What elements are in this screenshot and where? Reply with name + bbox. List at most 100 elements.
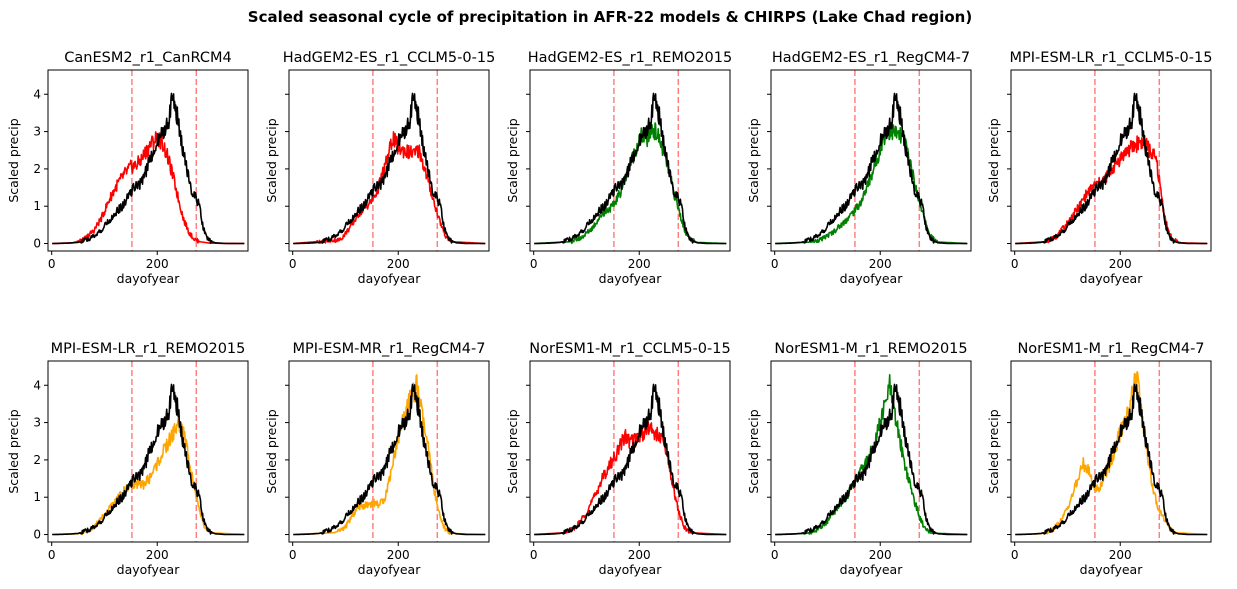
observed-series-line <box>533 92 727 245</box>
x-axis-label: dayofyear <box>1080 271 1144 286</box>
x-axis-label: dayofyear <box>840 562 904 577</box>
y-axis-label: Scaled precip <box>986 118 1001 202</box>
axes-frame <box>770 360 972 543</box>
y-tick-label: 1 <box>33 199 41 213</box>
x-tick-label: 0 <box>48 257 56 271</box>
panel-title: MPI-ESM-LR_r1_REMO2015 <box>51 341 246 357</box>
y-axis-label: Scaled precip <box>746 409 761 493</box>
panel-title: MPI-ESM-LR_r1_CCLM5-0-15 <box>1010 50 1213 66</box>
observed-series-line <box>774 383 968 536</box>
axes-frame <box>288 69 490 252</box>
x-tick-label: 200 <box>387 548 410 562</box>
y-axis-label: Scaled precip <box>505 409 520 493</box>
panel-title: NorESM1-M_r1_CCLM5-0-15 <box>529 341 730 357</box>
y-axis-label: Scaled precip <box>986 409 1001 493</box>
x-tick-label: 0 <box>530 257 538 271</box>
y-axis-label: Scaled precip <box>746 118 761 202</box>
x-tick-label: 200 <box>869 548 892 562</box>
observed-series-line <box>1014 383 1208 536</box>
observed-series-line <box>51 383 245 536</box>
x-axis-label: dayofyear <box>117 562 181 577</box>
axes-frame <box>1010 69 1212 252</box>
x-axis-label: dayofyear <box>599 562 663 577</box>
observed-series-line <box>774 92 968 245</box>
y-axis-label: Scaled precip <box>264 409 279 493</box>
panel-title: MPI-ESM-MR_r1_RegCM4-7 <box>292 341 485 357</box>
axes-frame <box>529 360 731 543</box>
x-tick-label: 200 <box>628 548 651 562</box>
x-tick-label: 200 <box>628 257 651 271</box>
observed-series-line <box>1014 92 1208 245</box>
panel-title: HadGEM2-ES_r1_CCLM5-0-15 <box>283 50 496 66</box>
figure-title: Scaled seasonal cycle of precipitation i… <box>248 8 972 26</box>
y-axis-label: Scaled precip <box>264 118 279 202</box>
model-series-line <box>51 415 245 536</box>
x-tick-label: 200 <box>387 257 410 271</box>
model-series-line <box>774 123 968 245</box>
model-series-line <box>533 122 727 245</box>
model-series-line <box>51 131 245 245</box>
y-tick-label: 4 <box>33 378 41 392</box>
x-tick-label: 0 <box>48 548 56 562</box>
panel-title: NorESM1-M_r1_REMO2015 <box>774 341 967 357</box>
x-tick-label: 200 <box>146 257 169 271</box>
x-tick-label: 200 <box>146 548 169 562</box>
x-axis-label: dayofyear <box>117 271 181 286</box>
x-tick-label: 0 <box>771 548 779 562</box>
model-series-line <box>1014 135 1208 245</box>
axes-frame <box>529 69 731 252</box>
y-tick-label: 4 <box>33 87 41 101</box>
axes-frame <box>47 69 249 252</box>
x-tick-label: 200 <box>869 257 892 271</box>
x-axis-label: dayofyear <box>599 271 663 286</box>
axes-frame <box>47 360 249 543</box>
y-axis-label: Scaled precip <box>6 118 21 202</box>
x-tick-label: 0 <box>289 257 297 271</box>
axes-frame <box>770 69 972 252</box>
x-tick-label: 0 <box>289 548 297 562</box>
y-tick-label: 1 <box>33 490 41 504</box>
x-tick-label: 0 <box>530 548 538 562</box>
x-axis-label: dayofyear <box>840 271 904 286</box>
axes-frame <box>1010 360 1212 543</box>
x-tick-label: 200 <box>1109 257 1132 271</box>
x-tick-label: 0 <box>1011 548 1019 562</box>
x-axis-label: dayofyear <box>358 562 422 577</box>
y-tick-label: 0 <box>33 528 41 542</box>
observed-series-line <box>533 383 727 536</box>
x-tick-label: 0 <box>771 257 779 271</box>
observed-series-line <box>51 92 245 245</box>
panel-title: HadGEM2-ES_r1_REMO2015 <box>528 50 732 66</box>
y-tick-label: 3 <box>33 416 41 430</box>
panel-title: HadGEM2-ES_r1_RegCM4-7 <box>772 50 970 66</box>
model-series-line <box>292 131 486 245</box>
x-axis-label: dayofyear <box>1080 562 1144 577</box>
y-tick-label: 3 <box>33 125 41 139</box>
panel-title: CanESM2_r1_CanRCM4 <box>64 50 231 66</box>
y-tick-label: 2 <box>33 162 41 176</box>
x-tick-label: 200 <box>1109 548 1132 562</box>
observed-series-line <box>292 92 486 245</box>
panel-title: NorESM1-M_r1_RegCM4-7 <box>1017 341 1204 357</box>
y-axis-label: Scaled precip <box>505 118 520 202</box>
y-tick-label: 2 <box>33 453 41 467</box>
observed-series-line <box>292 383 486 536</box>
model-series-line <box>533 421 727 536</box>
x-axis-label: dayofyear <box>358 271 422 286</box>
y-tick-label: 0 <box>33 237 41 251</box>
x-tick-label: 0 <box>1011 257 1019 271</box>
axes-frame <box>288 360 490 543</box>
